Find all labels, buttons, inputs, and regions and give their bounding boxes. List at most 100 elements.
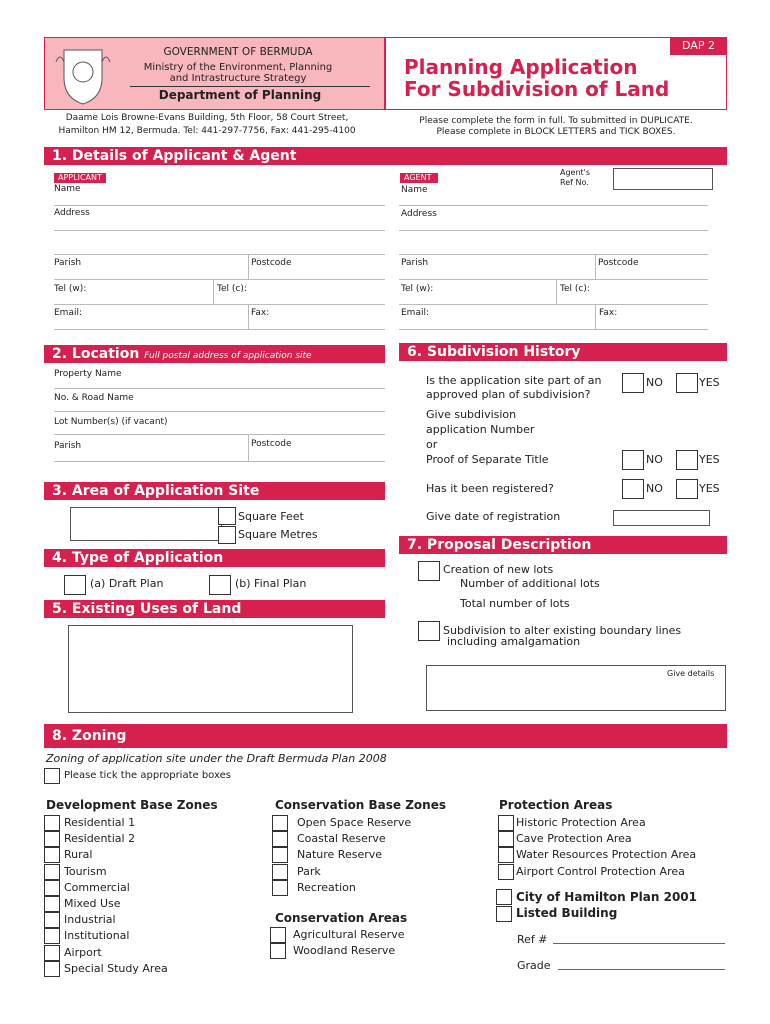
field-line	[54, 254, 385, 255]
field-line	[553, 943, 725, 944]
field-line	[54, 411, 385, 412]
details-input[interactable]	[426, 665, 726, 711]
question: or	[426, 438, 438, 451]
checkbox[interactable]	[496, 889, 512, 905]
field-line	[399, 329, 708, 330]
zone-label: Cave Protection Area	[516, 832, 632, 846]
question: Proof of Separate Title	[426, 453, 549, 466]
field-line	[54, 205, 385, 206]
field-label: Parish	[54, 258, 82, 268]
checkbox[interactable]	[418, 561, 440, 581]
checkbox[interactable]	[272, 863, 288, 880]
checkbox[interactable]	[44, 863, 60, 880]
option-label: (b) Final Plan	[235, 577, 307, 590]
field-label: Grade	[517, 959, 551, 972]
ministry: and Intrastructure Strategy	[169, 73, 307, 84]
checkbox[interactable]	[622, 479, 644, 499]
form-code: DAP 2	[670, 37, 727, 55]
checkbox[interactable]	[498, 847, 514, 864]
option-label: including amalgamation	[447, 635, 581, 648]
checkbox[interactable]	[676, 373, 698, 393]
form-title: Planning Application	[404, 55, 638, 79]
field-label: Parish	[401, 258, 429, 268]
field-line	[399, 304, 708, 305]
checkbox[interactable]	[218, 507, 236, 525]
rule	[130, 86, 370, 87]
field-line	[54, 329, 385, 330]
checkbox[interactable]	[44, 896, 60, 912]
date-input[interactable]	[613, 510, 710, 526]
field-label: Total number of lots	[460, 597, 570, 610]
header-right-panel	[385, 37, 727, 110]
field-label: Property Name	[54, 369, 122, 379]
checkbox[interactable]	[496, 906, 512, 922]
zone-label: Water Resources Protection Area	[516, 848, 697, 862]
option-label: YES	[699, 482, 720, 495]
question: application Number	[426, 423, 535, 436]
option-label: Square Metres	[238, 528, 318, 541]
checkbox[interactable]	[270, 927, 286, 943]
column-heading: Protection Areas	[499, 798, 613, 812]
checkbox[interactable]	[209, 575, 231, 595]
checkbox[interactable]	[44, 928, 60, 945]
area-input[interactable]	[70, 507, 222, 541]
checkbox[interactable]	[64, 575, 86, 595]
zone-label: Coastal Reserve	[297, 832, 386, 846]
checkbox[interactable]	[498, 831, 514, 848]
zone-label: Park	[297, 864, 321, 878]
zone-label: Residential 2	[64, 832, 136, 846]
option-label: (a) Draft Plan	[90, 577, 164, 590]
option-label: NO	[646, 376, 663, 389]
field-divider	[248, 254, 249, 279]
option-label: NO	[646, 482, 663, 495]
checkbox[interactable]	[44, 944, 60, 961]
field-divider	[595, 304, 596, 329]
question: approved plan of subdivision?	[426, 388, 591, 401]
section-title: 2. Location Full postal address of appli…	[44, 345, 385, 363]
checkbox[interactable]	[44, 879, 60, 896]
field-label: Postcode	[251, 258, 292, 268]
section-title: 4. Type of Application	[44, 549, 385, 567]
field-line	[399, 230, 708, 231]
field-line	[399, 279, 708, 280]
checkbox[interactable]	[272, 879, 288, 896]
tick-note: Please tick the appropriate boxes	[64, 770, 231, 781]
checkbox[interactable]	[44, 960, 60, 977]
existing-uses-input[interactable]	[68, 625, 353, 713]
checkbox[interactable]	[622, 373, 644, 393]
checkbox[interactable]	[622, 450, 644, 470]
zone-label: Tourism	[64, 864, 107, 878]
checkbox[interactable]	[44, 847, 60, 864]
section-title: 6. Subdivision History	[399, 343, 727, 361]
field-label: Ref No.	[560, 178, 589, 187]
zone-label: Woodland Reserve	[293, 944, 396, 958]
checkbox[interactable]	[498, 815, 514, 831]
checkbox[interactable]	[498, 863, 514, 880]
column-heading: Development Base Zones	[46, 798, 218, 812]
zone-label: Airport Control Protection Area	[516, 864, 685, 878]
option-label: Listed Building	[516, 906, 618, 920]
checkbox[interactable]	[44, 768, 60, 784]
option-label: Creation of new lots	[443, 563, 554, 576]
checkbox[interactable]	[272, 815, 288, 831]
checkbox[interactable]	[272, 847, 288, 864]
field-line	[54, 434, 385, 435]
checkbox[interactable]	[44, 831, 60, 848]
question: Has it been registered?	[426, 482, 554, 495]
field-line	[399, 254, 708, 255]
checkbox[interactable]	[676, 479, 698, 499]
checkbox[interactable]	[418, 621, 440, 641]
checkbox[interactable]	[270, 943, 286, 960]
checkbox[interactable]	[676, 450, 698, 470]
checkbox[interactable]	[272, 831, 288, 848]
checkbox[interactable]	[44, 912, 60, 929]
field-line	[399, 205, 708, 206]
zone-label: Open Space Reserve	[297, 816, 412, 829]
field-divider	[595, 254, 596, 279]
checkbox[interactable]	[218, 526, 236, 544]
zone-label: Airport	[64, 945, 102, 959]
department: Department of Planning	[158, 88, 322, 102]
checkbox[interactable]	[44, 815, 60, 831]
zone-label: Rural	[64, 848, 93, 862]
ref-input[interactable]	[613, 168, 713, 190]
